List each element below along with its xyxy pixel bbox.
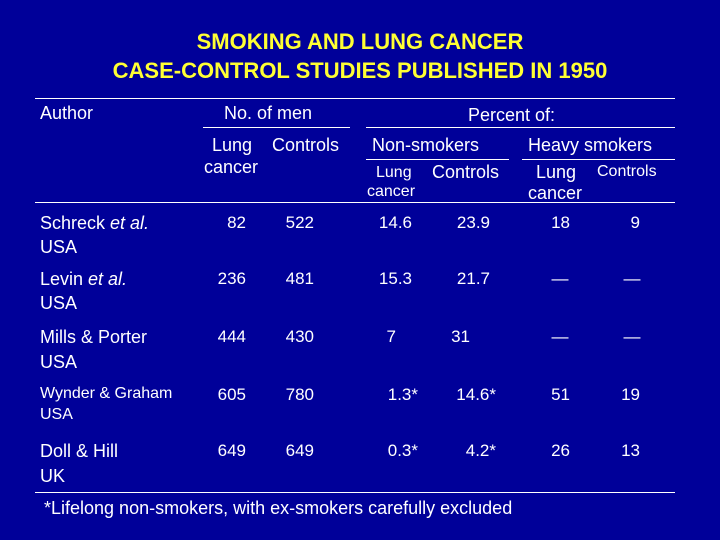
heavy-smokers-rule <box>522 159 675 160</box>
cell-hs-ctrl: — <box>623 327 641 346</box>
hs-sub-lung-line1: Lung <box>536 162 577 182</box>
row-author: Mills & Porter <box>40 327 148 347</box>
row-country: USA <box>40 293 78 313</box>
percent-of-rule <box>366 127 675 128</box>
hs-sub-lung-line2: cancer <box>528 183 583 203</box>
header-percent-of: Percent of: <box>468 105 556 125</box>
cell-ns-ctrl: 14.6* <box>456 385 496 404</box>
row-author: Levin et al. <box>40 269 128 289</box>
ns-sub-lung-line1: Lung <box>376 164 412 181</box>
cell-control-n: 430 <box>285 327 314 346</box>
header-non-smokers: Non-smokers <box>372 135 480 155</box>
footnote: *Lifelong non-smokers, with ex-smokers c… <box>44 498 513 518</box>
cell-ns-ctrl: 21.7 <box>456 269 490 288</box>
cell-hs-lung: — <box>551 327 569 346</box>
no-of-men-rule <box>203 127 350 128</box>
cell-hs-ctrl: 13 <box>621 441 640 460</box>
cell-lung-n: 82 <box>227 213 246 232</box>
table-top-rule <box>35 98 675 99</box>
title-line-2: CASE-CONTROL STUDIES PUBLISHED IN 1950 <box>112 58 608 83</box>
row-author: Wynder & Graham <box>40 385 173 402</box>
title-line-1: SMOKING AND LUNG CANCER <box>196 29 524 54</box>
cell-lung-n: 444 <box>217 327 246 346</box>
cell-ns-lung: 0.3* <box>387 441 418 460</box>
slide-title: SMOKING AND LUNG CANCER CASE-CONTROL STU… <box>0 27 720 85</box>
header-lung-cancer-line1: Lung <box>212 135 253 155</box>
cell-ns-ctrl: 23.9 <box>456 213 490 232</box>
cell-control-n: 780 <box>285 385 314 404</box>
cell-ns-ctrl: 31 <box>451 327 470 346</box>
row-author: Schreck et al. <box>40 213 150 233</box>
header-no-of-men: No. of men <box>224 103 313 123</box>
ns-sub-lung-line2: cancer <box>367 183 416 200</box>
cell-control-n: 649 <box>285 441 314 460</box>
cell-hs-lung: — <box>551 269 569 288</box>
header-author: Author <box>40 103 94 123</box>
header-heavy-smokers: Heavy smokers <box>528 135 653 155</box>
non-smokers-rule <box>366 159 509 160</box>
header-controls: Controls <box>272 135 340 155</box>
ns-sub-controls: Controls <box>432 162 500 182</box>
row-country: USA <box>40 406 73 423</box>
row-country: UK <box>40 466 66 486</box>
footnote-rule <box>35 492 675 493</box>
cell-control-n: 522 <box>285 213 314 232</box>
cell-lung-n: 649 <box>217 441 246 460</box>
cell-ns-ctrl: 4.2* <box>465 441 496 460</box>
row-country: USA <box>40 352 78 372</box>
cell-hs-lung: 26 <box>551 441 570 460</box>
cell-ns-lung: 14.6 <box>378 213 412 232</box>
hs-sub-controls: Controls <box>597 163 657 180</box>
cell-hs-ctrl: 19 <box>621 385 640 404</box>
cell-hs-lung: 51 <box>551 385 570 404</box>
cell-hs-ctrl: 9 <box>630 213 640 232</box>
header-lung-cancer-line2: cancer <box>204 157 259 177</box>
cell-lung-n: 605 <box>217 385 246 404</box>
cell-hs-ctrl: — <box>623 269 641 288</box>
cell-ns-lung: 15.3 <box>378 269 412 288</box>
cell-control-n: 481 <box>285 269 314 288</box>
cell-hs-lung: 18 <box>551 213 570 232</box>
cell-ns-lung: 7 <box>386 327 396 346</box>
row-country: USA <box>40 237 78 257</box>
cell-lung-n: 236 <box>217 269 246 288</box>
header-bottom-rule <box>35 202 675 203</box>
row-author: Doll & Hill <box>40 441 119 461</box>
cell-ns-lung: 1.3* <box>387 385 418 404</box>
